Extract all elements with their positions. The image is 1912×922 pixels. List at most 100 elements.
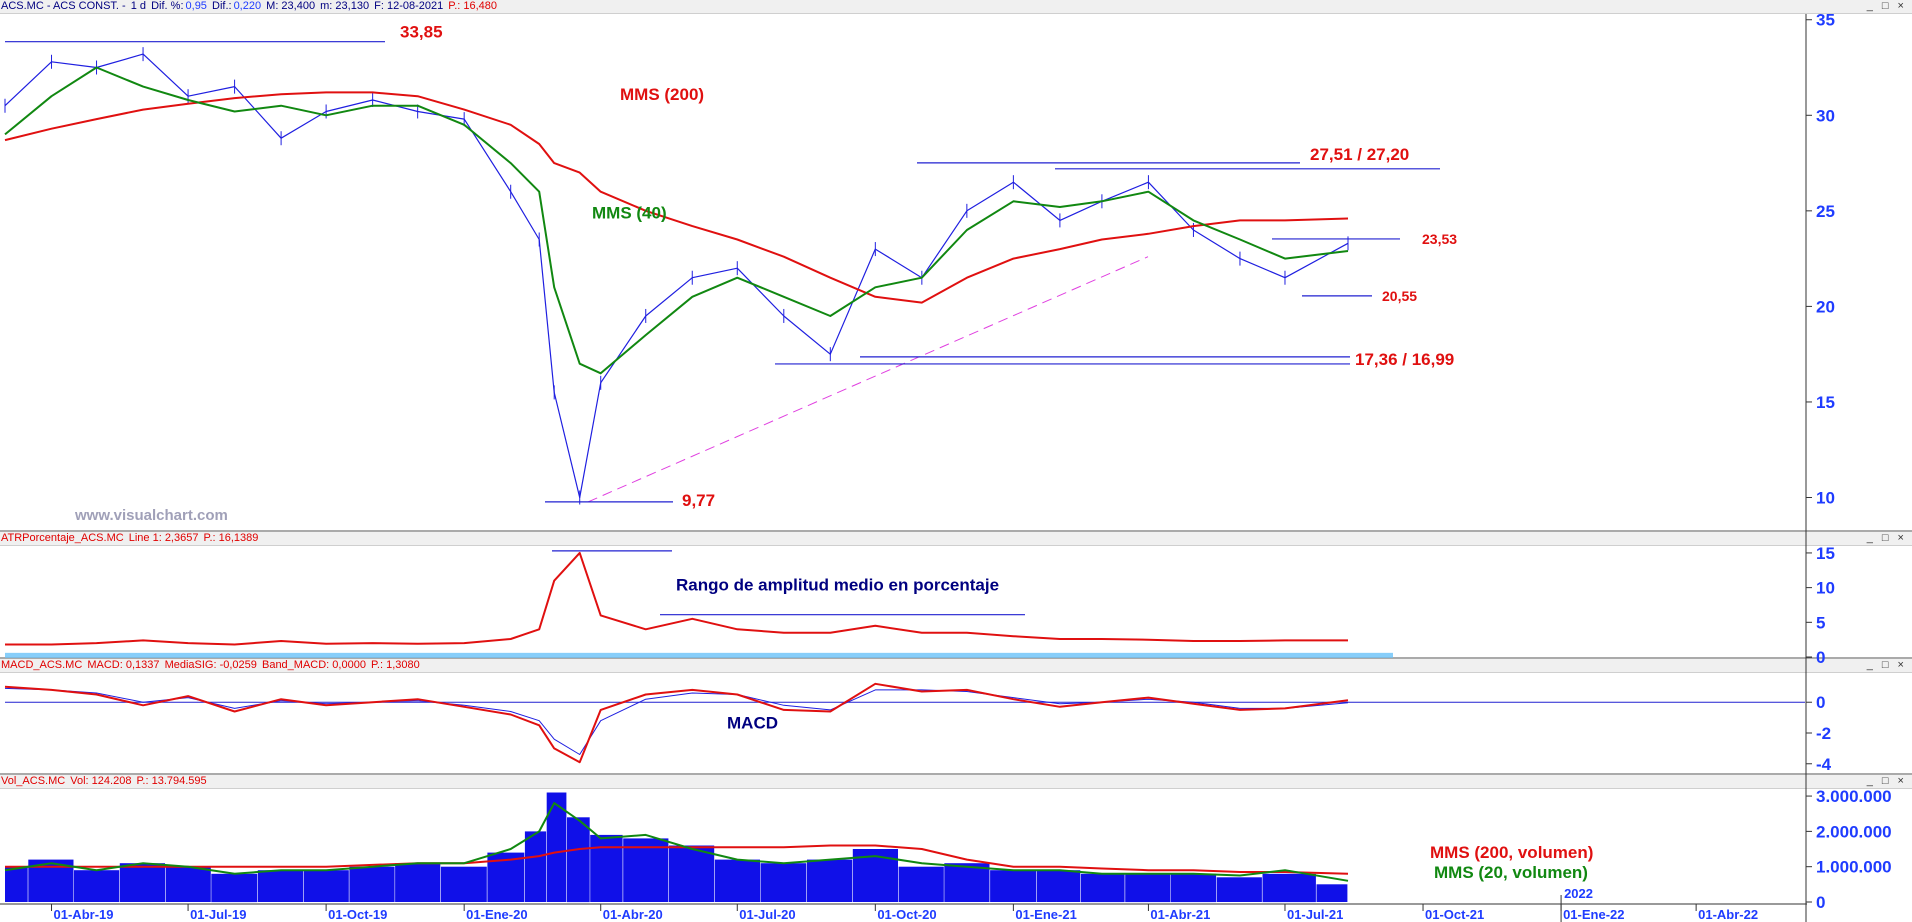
- x-tick-label: 01-Jul-19: [190, 907, 246, 922]
- macd-header-price: P.: 1,3080: [371, 659, 420, 671]
- volume-bar: [1316, 884, 1348, 902]
- level-20-55-label: 20,55: [1382, 288, 1417, 304]
- macd-panel-window-buttons[interactable]: _ □ ×: [1866, 659, 1907, 671]
- atr-header-line: Line 1: 2,3657: [128, 532, 199, 544]
- volume-bar: [807, 859, 853, 902]
- atr-series-line: [5, 551, 1348, 646]
- price-y-tick-label: 30: [1816, 106, 1835, 125]
- volume-bar: [524, 831, 547, 902]
- vol-y-tick-label: 0: [1816, 893, 1825, 912]
- volume-bar: [898, 866, 944, 902]
- watermark: www.visualchart.com: [74, 507, 228, 524]
- price-y-tick-label: 15: [1816, 393, 1835, 412]
- x-tick-label: 01-Abr-20: [603, 907, 663, 922]
- volume-bar: [119, 863, 165, 902]
- volume-panel-window-buttons[interactable]: _ □ ×: [1866, 775, 1907, 787]
- atr-annotation: Rango de amplitud medio en porcentaje: [676, 575, 999, 594]
- price-y-tick-label: 20: [1816, 297, 1835, 316]
- atr-header-price: P.: 16,1389: [203, 532, 259, 544]
- header-date: F: 12-08-2021: [374, 0, 444, 12]
- atr-panel-window-buttons[interactable]: _ □ ×: [1866, 532, 1907, 544]
- x-tick-label: 01-Oct-19: [328, 907, 387, 922]
- macd-header-name: MACD_ACS.MC: [1, 659, 83, 671]
- volume-bar: [623, 838, 669, 902]
- volume-bar: [74, 870, 120, 902]
- volume-bar: [714, 859, 760, 902]
- macd-annotation: MACD: [727, 713, 778, 732]
- macd-panel-header: MACD_ACS.MC MACD: 0,1337 MediaSIG: -0,02…: [0, 659, 1912, 673]
- vol-y-tick-label: 3.000.000: [1816, 787, 1892, 806]
- vol-header-price: P.: 13.794.595: [136, 775, 207, 787]
- level-17-36-label: 17,36 / 16,99: [1355, 350, 1454, 369]
- header-interval: 1 d: [130, 0, 147, 12]
- x-tick-label: 01-Oct-21: [1425, 907, 1484, 922]
- volume-bar: [944, 863, 990, 902]
- x-tick-label: 01-Ene-20: [466, 907, 527, 922]
- header-dif: 0,220: [233, 0, 262, 12]
- x-tick-label: 01-Jul-21: [1287, 907, 1343, 922]
- x-tick-label: 01-Jul-20: [739, 907, 795, 922]
- support-trendline: [587, 256, 1149, 503]
- header-dif-label: Dif.:: [212, 0, 232, 12]
- volume-bar: [760, 863, 807, 902]
- x-tick-label: 01-Oct-20: [877, 907, 936, 922]
- volume-bar: [1216, 877, 1262, 902]
- volume-bar: [669, 845, 715, 902]
- vol-mms-200-line: [5, 844, 1349, 875]
- volume-bar: [990, 870, 1036, 902]
- price-y-tick-label: 25: [1816, 202, 1835, 221]
- header-dif-pct-label: Dif. %:: [151, 0, 184, 12]
- atr-header-name: ATRPorcentaje_ACS.MC: [1, 532, 124, 544]
- vol-mms-20-legend: MMS (20, volumen): [1434, 863, 1588, 882]
- price-panel-window-buttons[interactable]: _ □ ×: [1866, 0, 1907, 12]
- atr-y-tick-label: 0: [1816, 648, 1825, 667]
- price-y-tick-label: 35: [1816, 11, 1835, 30]
- price-y-tick-label: 10: [1816, 489, 1835, 508]
- vol-header-vol: Vol: 124.208: [70, 775, 132, 787]
- level-9-77-label: 9,77: [682, 491, 715, 510]
- macd-y-tick-label: 0: [1816, 693, 1825, 712]
- volume-bar: [1170, 873, 1217, 903]
- price-panel-header: ACS.MC - ACS CONST. - 1 d Dif. %: 0,95 Di…: [0, 0, 1912, 14]
- atr-baseline-band: [5, 652, 1393, 658]
- level-33-85-label: 33,85: [400, 23, 443, 42]
- mms-40-line: [4, 66, 1349, 375]
- volume-bar: [395, 863, 441, 902]
- volume-bar: [1125, 873, 1171, 903]
- volume-bar: [165, 866, 211, 902]
- x-tick-label: 01-Abr-22: [1698, 907, 1758, 922]
- x-tick-label: 01-Ene-21: [1015, 907, 1076, 922]
- x-tick-label: 01-Abr-19: [54, 907, 114, 922]
- vol-y-tick-label: 2.000.000: [1816, 822, 1892, 841]
- volume-bar: [1080, 873, 1125, 903]
- volume-bar: [303, 870, 349, 902]
- x-tick-label: 01-Ene-22: [1563, 907, 1624, 922]
- header-dif-pct: 0,95: [185, 0, 207, 12]
- macd-header-signal: MediaSIG: -0,0259: [164, 659, 257, 671]
- atr-y-tick-label: 5: [1816, 613, 1825, 632]
- vol-header-name: Vol_ACS.MC: [1, 775, 66, 787]
- atr-y-tick-label: 15: [1816, 544, 1835, 563]
- level-23-53-label: 23,53: [1422, 231, 1457, 247]
- volume-bar: [1036, 870, 1081, 902]
- header-price: P.: 16,480: [448, 0, 498, 12]
- macd-y-tick-label: -2: [1816, 724, 1831, 743]
- x-year-label: 2022: [1564, 886, 1593, 901]
- header-min: m: 23,130: [320, 0, 370, 12]
- macd-header-band: Band_MACD: 0,0000: [261, 659, 366, 671]
- volume-bar: [5, 866, 28, 902]
- volume-bar: [349, 866, 395, 902]
- header-max: M: 23,400: [266, 0, 316, 12]
- atr-y-tick-label: 10: [1816, 579, 1835, 598]
- vol-y-tick-label: 1.000.000: [1816, 858, 1892, 877]
- volume-bar: [211, 873, 258, 903]
- mms-40-annotation: MMS (40): [592, 203, 667, 222]
- price-series-line: [4, 53, 1349, 499]
- volume-bar: [440, 866, 487, 902]
- volume-bar: [546, 792, 567, 902]
- x-tick-label: 01-Abr-21: [1150, 907, 1210, 922]
- volume-bar: [567, 817, 590, 903]
- macd-line: [4, 682, 1349, 764]
